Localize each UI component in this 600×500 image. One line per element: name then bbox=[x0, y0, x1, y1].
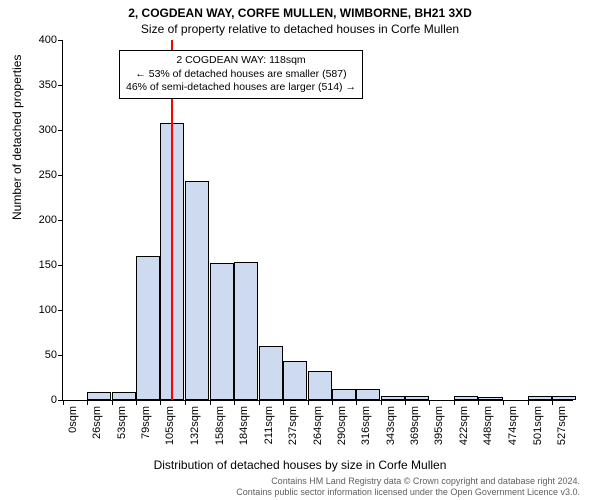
histogram-bar bbox=[283, 361, 307, 400]
x-tick-label: 26sqm bbox=[91, 406, 103, 439]
x-tick-mark bbox=[136, 400, 137, 405]
y-tick-mark bbox=[58, 130, 63, 131]
x-tick-label: 501sqm bbox=[532, 406, 544, 445]
histogram-bar bbox=[528, 396, 552, 400]
x-tick-mark bbox=[63, 400, 64, 405]
x-tick-label: 316sqm bbox=[360, 406, 372, 445]
histogram-bar bbox=[87, 392, 111, 400]
x-tick-mark bbox=[356, 400, 357, 405]
histogram-bar bbox=[185, 181, 209, 400]
y-axis-label: Number of detached properties bbox=[10, 55, 24, 220]
y-tick-mark bbox=[58, 175, 63, 176]
x-tick-label: 53sqm bbox=[116, 406, 128, 439]
x-tick-mark bbox=[112, 400, 113, 405]
y-tick-mark bbox=[58, 310, 63, 311]
x-tick-mark bbox=[234, 400, 235, 405]
x-tick-mark bbox=[381, 400, 382, 405]
y-tick-mark bbox=[58, 355, 63, 356]
x-tick-label: 105sqm bbox=[164, 406, 176, 445]
x-tick-label: 0sqm bbox=[67, 406, 79, 433]
x-tick-label: 290sqm bbox=[336, 406, 348, 445]
annotation-line: ← 53% of detached houses are smaller (58… bbox=[126, 68, 356, 82]
footer-attribution: Contains HM Land Registry data © Crown c… bbox=[236, 476, 580, 498]
x-tick-mark bbox=[332, 400, 333, 405]
histogram-bar bbox=[332, 389, 356, 400]
x-tick-mark bbox=[552, 400, 553, 405]
histogram-chart: 2, COGDEAN WAY, CORFE MULLEN, WIMBORNE, … bbox=[0, 0, 600, 500]
histogram-bar bbox=[210, 263, 234, 400]
annotation-line: 2 COGDEAN WAY: 118sqm bbox=[126, 54, 356, 68]
x-tick-mark bbox=[503, 400, 504, 405]
x-tick-label: 184sqm bbox=[238, 406, 250, 445]
annotation-line: 46% of semi-detached houses are larger (… bbox=[126, 81, 356, 95]
histogram-bar bbox=[552, 396, 576, 400]
histogram-bar bbox=[454, 396, 478, 400]
histogram-bar bbox=[356, 389, 380, 400]
histogram-bar bbox=[112, 392, 136, 400]
histogram-bar bbox=[381, 396, 405, 400]
x-tick-label: 343sqm bbox=[385, 406, 397, 445]
x-axis-label: Distribution of detached houses by size … bbox=[0, 458, 600, 472]
annotation-box: 2 COGDEAN WAY: 118sqm← 53% of detached h… bbox=[119, 50, 363, 99]
plot-area: 0501001502002503003504000sqm26sqm53sqm79… bbox=[62, 40, 573, 401]
x-tick-mark bbox=[454, 400, 455, 405]
x-tick-label: 132sqm bbox=[189, 406, 201, 445]
x-tick-mark bbox=[308, 400, 309, 405]
footer-line-2: Contains public sector information licen… bbox=[236, 487, 580, 498]
x-tick-label: 395sqm bbox=[433, 406, 445, 445]
histogram-bar bbox=[259, 346, 283, 400]
x-tick-label: 448sqm bbox=[482, 406, 494, 445]
x-tick-mark bbox=[528, 400, 529, 405]
x-tick-mark bbox=[429, 400, 430, 405]
x-tick-mark bbox=[259, 400, 260, 405]
chart-title-sub: Size of property relative to detached ho… bbox=[0, 22, 600, 36]
x-tick-label: 79sqm bbox=[140, 406, 152, 439]
x-tick-mark bbox=[160, 400, 161, 405]
x-tick-mark bbox=[210, 400, 211, 405]
histogram-bar bbox=[308, 371, 332, 400]
x-tick-label: 237sqm bbox=[287, 406, 299, 445]
y-tick-mark bbox=[58, 40, 63, 41]
x-tick-mark bbox=[87, 400, 88, 405]
chart-title-main: 2, COGDEAN WAY, CORFE MULLEN, WIMBORNE, … bbox=[0, 6, 600, 20]
x-tick-label: 474sqm bbox=[507, 406, 519, 445]
x-tick-label: 211sqm bbox=[263, 406, 275, 444]
x-tick-mark bbox=[405, 400, 406, 405]
x-tick-label: 369sqm bbox=[409, 406, 421, 445]
x-tick-label: 264sqm bbox=[312, 406, 324, 445]
y-tick-mark bbox=[58, 85, 63, 86]
x-tick-label: 158sqm bbox=[214, 406, 226, 445]
y-tick-mark bbox=[58, 220, 63, 221]
histogram-bar bbox=[136, 256, 160, 400]
x-tick-label: 527sqm bbox=[556, 406, 568, 445]
histogram-bar bbox=[234, 262, 258, 400]
x-tick-mark bbox=[283, 400, 284, 405]
x-tick-label: 422sqm bbox=[458, 406, 470, 445]
footer-line-1: Contains HM Land Registry data © Crown c… bbox=[236, 476, 580, 487]
y-tick-mark bbox=[58, 265, 63, 266]
x-tick-mark bbox=[185, 400, 186, 405]
x-tick-mark bbox=[478, 400, 479, 405]
histogram-bar bbox=[478, 397, 502, 400]
histogram-bar bbox=[405, 396, 429, 400]
